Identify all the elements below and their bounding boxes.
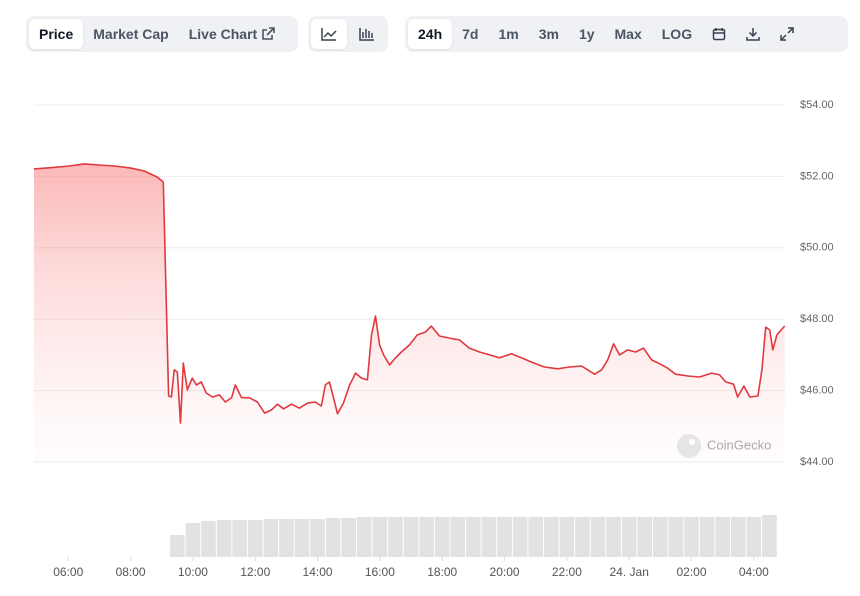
line-icon xyxy=(321,28,337,41)
download-button[interactable] xyxy=(736,19,770,49)
volume-bar xyxy=(388,517,403,557)
volume-bar xyxy=(684,517,699,557)
watermark-logo xyxy=(677,434,701,458)
volume-bar xyxy=(543,517,559,557)
x-tick-label: 22:00 xyxy=(552,565,582,579)
calendar-button[interactable] xyxy=(702,19,736,49)
watermark-logo-eye xyxy=(689,439,695,445)
volume-bar xyxy=(170,535,185,557)
volume-bar xyxy=(559,517,575,557)
volume-bar xyxy=(528,517,543,557)
volume-bar xyxy=(325,518,341,557)
volume-bar xyxy=(372,517,388,557)
view-tab[interactable]: Live Chart xyxy=(179,19,285,49)
volume-bar xyxy=(746,517,762,557)
volume-bar xyxy=(481,517,497,557)
view-tabs: Price Market Cap Live Chart xyxy=(26,16,298,52)
volume-bar xyxy=(497,517,512,557)
y-tick-label: $52.00 xyxy=(800,170,834,182)
volume-bar xyxy=(762,515,777,557)
y-tick-label: $46.00 xyxy=(800,385,834,397)
y-tick-label: $44.00 xyxy=(800,456,834,468)
download-icon xyxy=(746,28,760,41)
y-tick-label: $54.00 xyxy=(800,99,834,111)
view-tab[interactable]: Price xyxy=(29,19,84,49)
x-tick-label: 24. Jan xyxy=(610,565,649,579)
watermark: CoinGecko xyxy=(677,434,771,458)
x-tick-label: 04:00 xyxy=(739,565,769,579)
range-tab[interactable]: 1m xyxy=(498,26,519,42)
volume-bar xyxy=(232,520,247,557)
range-tab[interactable]: 24h xyxy=(408,19,453,49)
x-tick-label: 12:00 xyxy=(240,565,270,579)
range-tabs: 24h 7d 1m 3m 1y Max LOG xyxy=(405,16,848,52)
volume-bar xyxy=(310,519,325,557)
price-line xyxy=(33,163,786,424)
volume-bar xyxy=(357,517,372,557)
volume-bar xyxy=(263,519,279,557)
fullscreen-button[interactable] xyxy=(770,19,804,49)
volume-bar xyxy=(279,519,294,557)
range-tab[interactable]: Max xyxy=(614,26,642,42)
volume-bar xyxy=(590,517,606,557)
watermark-text: CoinGecko xyxy=(707,437,771,452)
y-tick-label: $50.00 xyxy=(800,242,834,254)
x-tick-label: 18:00 xyxy=(427,565,457,579)
line-chart-button[interactable] xyxy=(311,19,347,49)
volume-bar xyxy=(715,517,730,557)
x-tick-label: 08:00 xyxy=(116,565,146,579)
volume-bar xyxy=(606,517,621,557)
bar-icon xyxy=(359,28,374,41)
volume-bar xyxy=(730,517,746,557)
view-tab[interactable]: Market Cap xyxy=(93,26,169,42)
x-tick-label: 02:00 xyxy=(676,565,706,579)
volume-bar xyxy=(512,517,528,557)
volume-bar xyxy=(699,517,715,557)
x-tick-label: 14:00 xyxy=(303,565,333,579)
price-area xyxy=(34,163,785,462)
volume-bar xyxy=(403,517,419,557)
x-tick-label: 16:00 xyxy=(365,565,395,579)
volume-bar xyxy=(294,519,310,557)
x-tick-label: 10:00 xyxy=(178,565,208,579)
volume-bar xyxy=(216,520,232,557)
external-icon xyxy=(262,27,275,40)
range-tab[interactable]: 7d xyxy=(462,26,479,42)
range-tab[interactable]: 3m xyxy=(538,26,559,42)
volume-bar xyxy=(653,517,668,557)
view-tab-label: Live Chart xyxy=(188,26,258,42)
volume-bar xyxy=(185,523,201,557)
volume-bar xyxy=(450,517,466,557)
candle-chart-button[interactable] xyxy=(347,19,387,49)
range-tab[interactable]: 1y xyxy=(578,26,595,42)
x-tick-label: 20:00 xyxy=(490,565,520,579)
volume-bar xyxy=(247,520,263,557)
volume-bar xyxy=(575,517,590,557)
y-tick-label: $48.00 xyxy=(800,313,834,325)
volume-bar xyxy=(201,521,216,557)
log-toggle[interactable]: LOG xyxy=(661,26,693,42)
volume-bar xyxy=(341,518,357,557)
volume-bar xyxy=(637,517,653,557)
volume-bar xyxy=(668,517,684,557)
volume-bar xyxy=(434,517,450,557)
calendar-icon xyxy=(712,28,726,41)
x-tick-label: 06:00 xyxy=(53,565,83,579)
volume-bar xyxy=(419,517,434,557)
volume-bar xyxy=(621,517,637,557)
expand-icon xyxy=(780,27,794,41)
volume-bar xyxy=(466,517,481,557)
chart-style-tabs xyxy=(308,16,388,52)
